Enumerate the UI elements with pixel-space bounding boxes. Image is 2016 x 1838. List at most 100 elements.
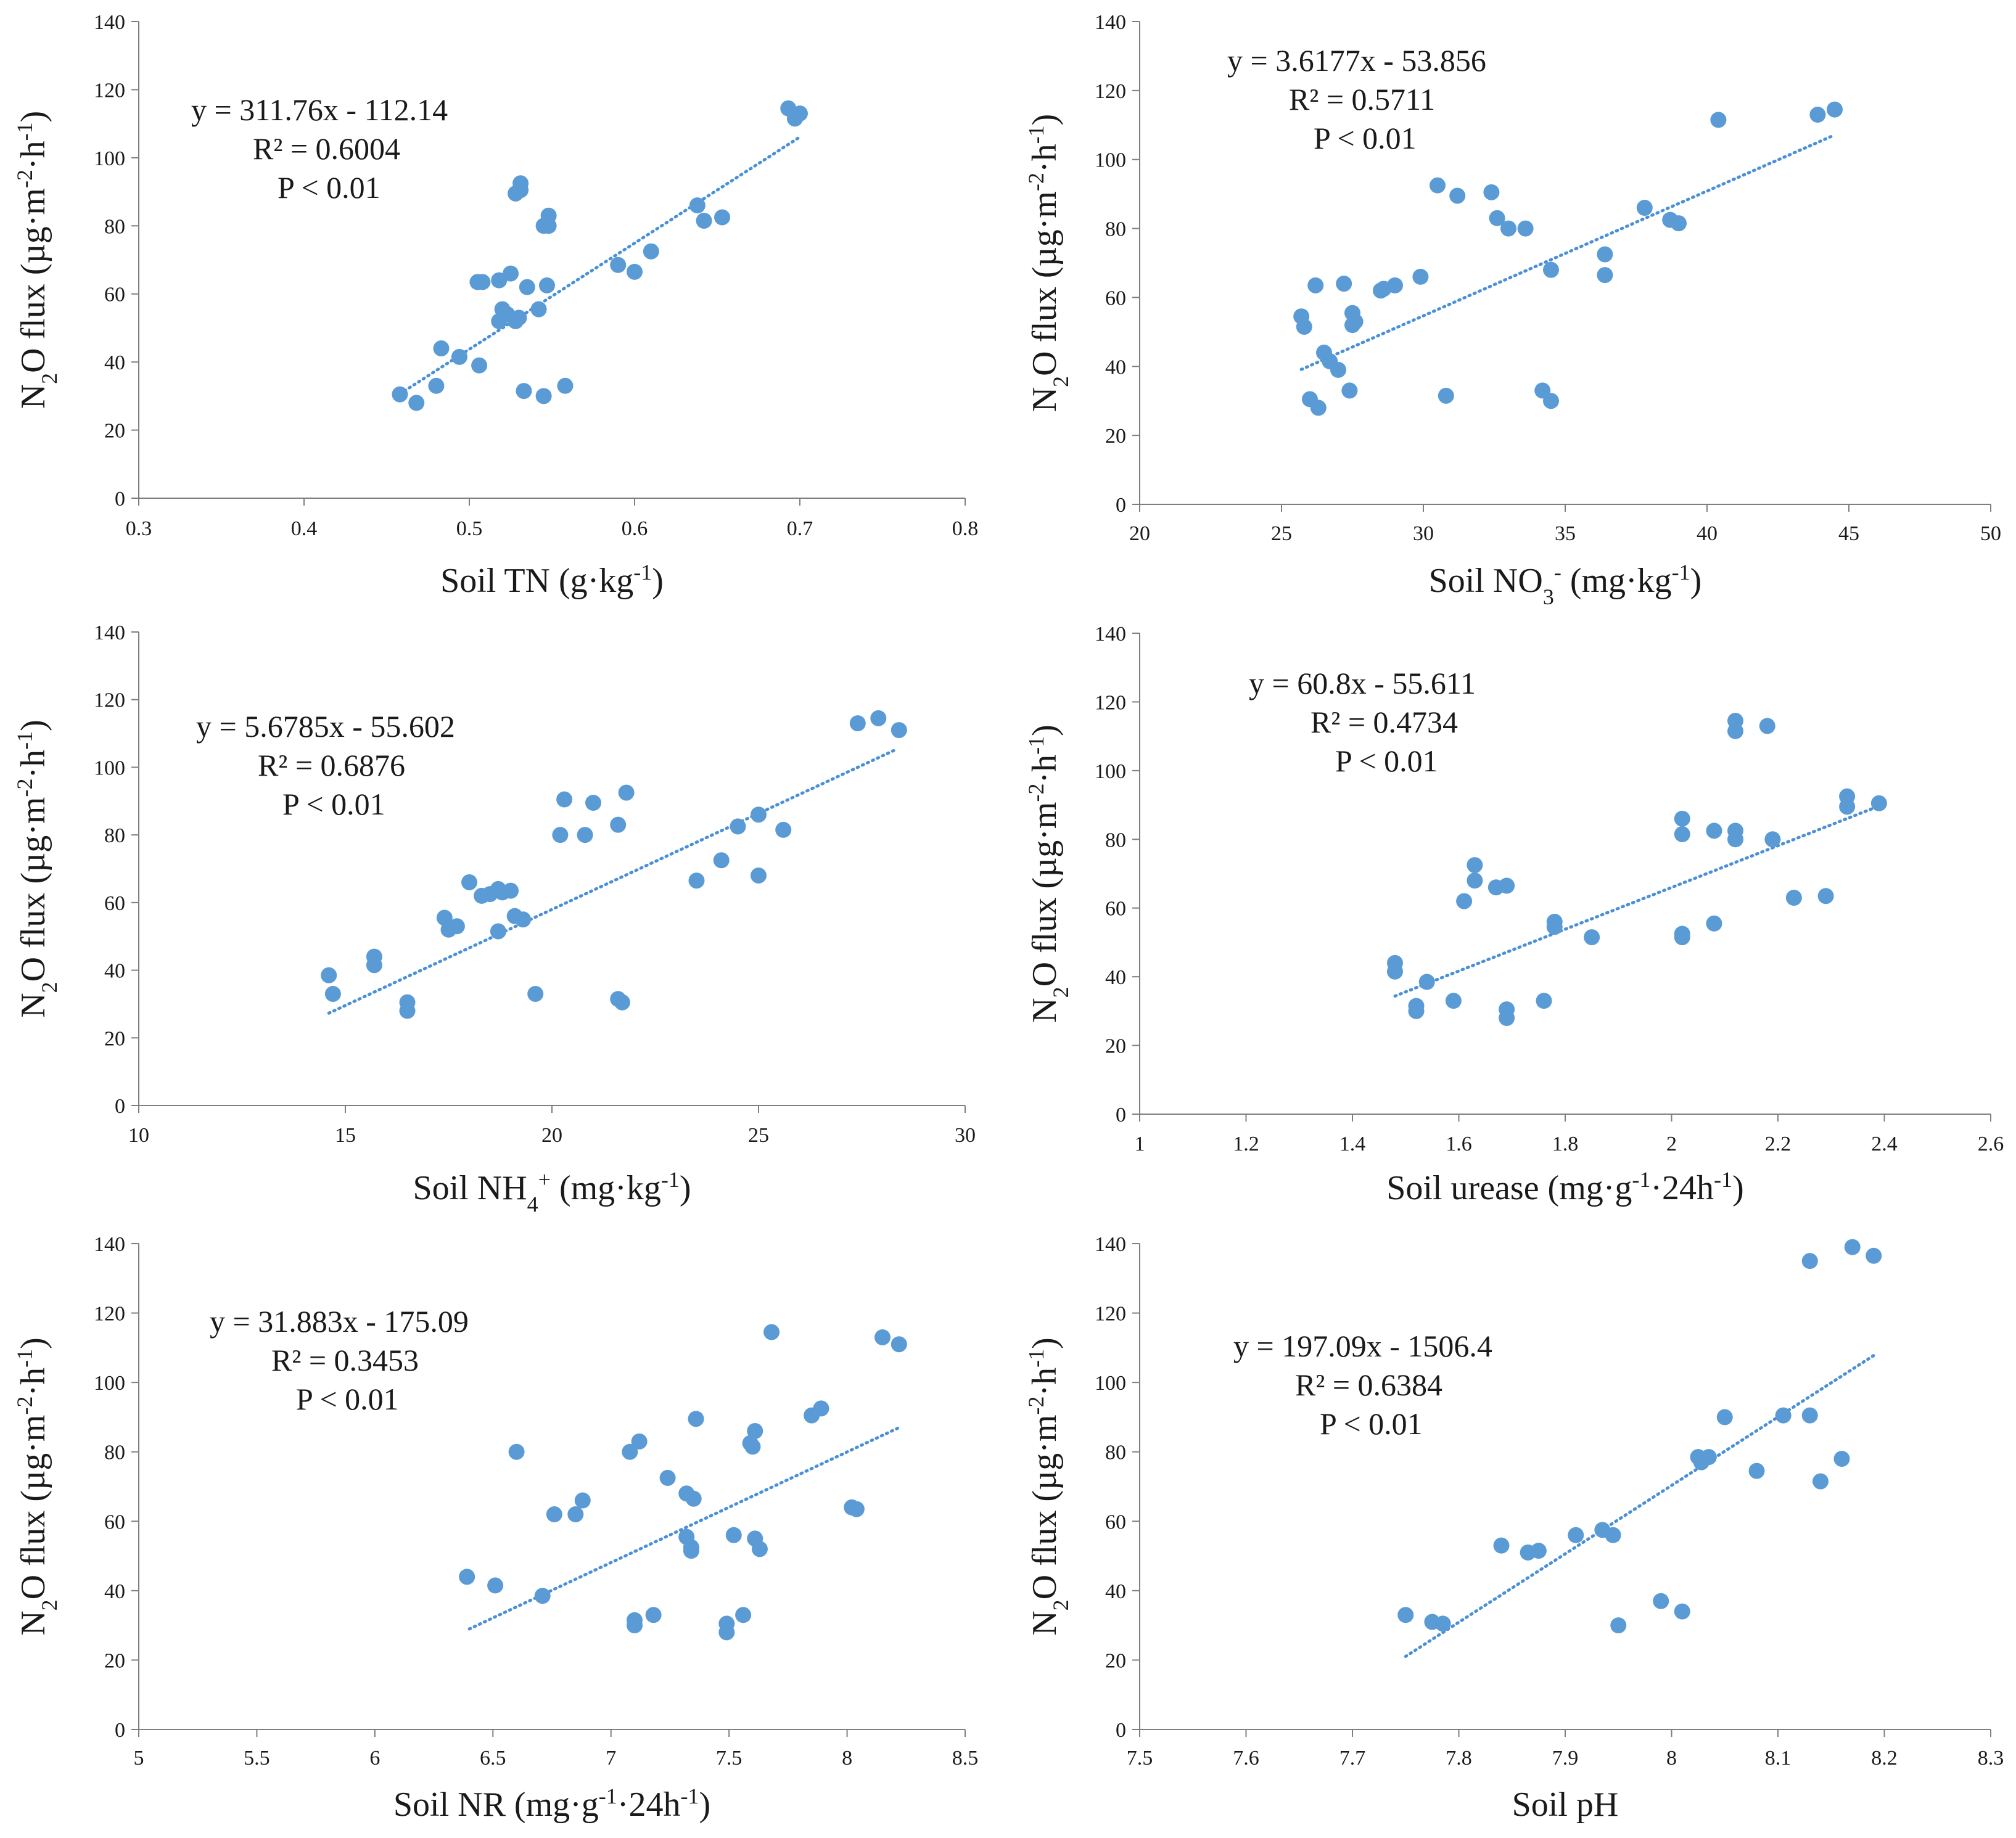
data-point [891,722,907,739]
y-tick-label: 40 [104,351,125,374]
data-point [688,872,705,889]
y-tick-label: 20 [1105,1649,1126,1672]
y-tick-label: 0 [1116,1719,1126,1742]
data-point [688,1411,704,1427]
y-tick-label: 100 [1095,149,1126,172]
data-point [546,1506,562,1523]
y-tick-label: 20 [104,1027,125,1050]
y-tick-label: 0 [1116,494,1126,517]
data-point [1610,1617,1627,1634]
data-point [1430,177,1446,194]
data-point [696,213,712,229]
y-tick-label: 140 [1095,623,1126,646]
data-point [1489,210,1505,226]
data-point [725,1527,742,1543]
data-point [1764,831,1781,848]
data-point [448,918,465,935]
x-tick-label: 1.8 [1552,1133,1579,1155]
y-tick-label: 0 [115,488,125,511]
data-point [627,1617,643,1634]
x-tick-label: 45 [1838,522,1859,545]
x-axis-title: Soil pH [1512,1786,1619,1824]
x-tick-label: 30 [1413,522,1434,545]
y-tick-label: 120 [94,1303,125,1326]
data-point [1812,1473,1829,1490]
y-tick-label: 100 [94,147,125,170]
y-tick-label: 60 [1105,898,1126,921]
data-point [503,882,519,899]
data-point [735,1607,752,1623]
data-point [515,911,532,928]
regression-equation: y = 31.883x - 175.09 [210,1304,469,1339]
data-point [1449,187,1466,204]
data-point [1543,261,1559,278]
r-squared-label: R² = 0.5711 [1289,82,1435,117]
data-point [1456,893,1473,909]
y-tick-label: 20 [104,1649,125,1672]
y-tick-label: 40 [1105,356,1126,379]
data-point [392,386,408,403]
data-point [1785,890,1802,906]
data-point [1438,387,1454,404]
y-tick-label: 40 [104,1580,125,1603]
data-point [433,340,450,357]
data-point [631,1433,648,1450]
y-tick-label: 120 [1095,691,1126,714]
data-point [1801,1253,1818,1270]
data-point [713,852,730,869]
data-point [1653,1593,1669,1609]
y-axis-title: N2O flux (µg·m-2·h-1) [12,1337,62,1636]
y-tick-label: 140 [1095,1233,1126,1256]
data-point [1710,112,1727,128]
y-tick-label: 80 [1105,1442,1126,1464]
y-tick-label: 120 [1095,1303,1126,1326]
data-point [751,867,767,884]
data-point [1445,993,1462,1009]
data-point [751,1541,768,1557]
data-point [1706,915,1722,932]
p-value-label: P < 0.01 [282,787,385,821]
data-point [1839,798,1856,815]
data-point [1674,1603,1690,1620]
data-point [1759,718,1775,734]
data-point [1674,929,1690,946]
y-tick-label: 80 [104,215,125,238]
trendline [1404,1353,1875,1659]
x-tick-label: 10 [128,1124,149,1147]
regression-equation: y = 197.09x - 1506.4 [1233,1329,1492,1363]
y-tick-label: 120 [94,79,125,102]
data-point [535,388,552,404]
y-tick-label: 20 [1105,425,1126,448]
y-tick-label: 140 [94,11,125,34]
r-squared-label: R² = 0.6876 [258,748,405,782]
y-tick-label: 140 [94,622,125,644]
data-point [1434,1615,1451,1632]
x-tick-label: 7.5 [1127,1747,1153,1770]
x-tick-label: 2 [1666,1133,1677,1155]
x-tick-label: 1.2 [1233,1133,1259,1155]
y-tick-label: 100 [1095,760,1126,783]
data-point [1418,974,1435,990]
data-point [659,1469,676,1486]
x-tick-label: 8.5 [952,1747,979,1770]
data-point [1500,220,1516,237]
y-tick-label: 60 [104,284,125,306]
x-tick-label: 8.1 [1765,1747,1792,1770]
trendline [1299,133,1837,371]
data-point [643,243,659,260]
data-point [585,795,601,811]
data-point [538,277,555,293]
data-point [618,784,635,801]
data-point [527,985,544,1002]
x-tick-label: 50 [1980,522,2001,545]
trendline [327,748,897,1015]
data-point [714,209,731,226]
chart-panel-nr: 0 20 40 60 80 100 120 140 5 5.5 6 6.5 7 7.5 8 8.5 Soil N… [12,1233,978,1824]
chart-panel-tn: 0 20 40 60 80 100 120 140 0.3 0.4 0.5 0.6 0.7 0.8 Soil… [12,11,978,600]
data-point [1310,400,1327,416]
data-point [503,265,519,282]
regression-equation: y = 3.6177x - 53.856 [1227,43,1486,78]
data-point [1605,1527,1621,1543]
data-point [689,197,706,214]
